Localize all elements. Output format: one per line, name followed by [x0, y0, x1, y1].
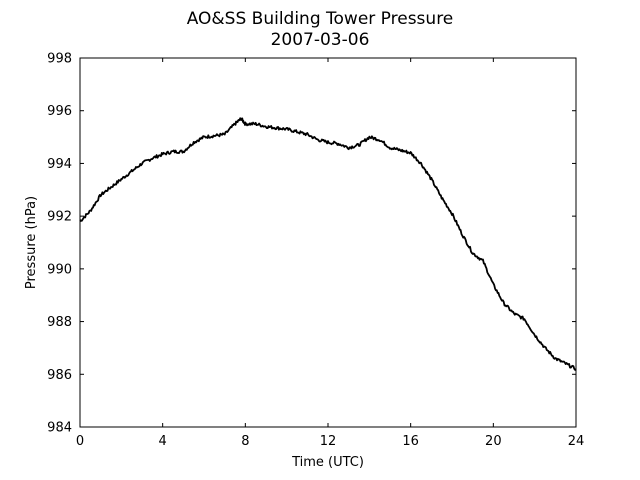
y-tick-label: 984	[47, 421, 72, 436]
x-tick-label: 12	[320, 434, 337, 449]
plot-area: 0 4 8 12 16 20 24 984 986 988 990 992 994 996 998	[47, 52, 584, 450]
x-tick-label: 16	[402, 434, 419, 449]
y-tick-label: 992	[47, 210, 72, 225]
chart-title: AO&SS Building Tower Pressure	[187, 9, 454, 29]
x-tick-label: 0	[76, 434, 84, 449]
x-tick-label: 20	[485, 434, 502, 449]
y-tick-label: 994	[47, 157, 72, 172]
y-axis-label: Pressure (hPa)	[24, 196, 39, 289]
chart-subtitle: 2007-03-06	[271, 30, 370, 50]
x-tick-label: 8	[241, 434, 249, 449]
y-tick-label: 986	[47, 368, 72, 383]
y-tick-label: 988	[47, 315, 72, 330]
plot-frame	[79, 57, 577, 428]
x-tick-label: 24	[568, 434, 585, 449]
y-tick-label: 998	[47, 52, 72, 67]
y-tick-label: 990	[47, 262, 72, 277]
y-tick-label: 996	[47, 104, 72, 119]
x-axis-label: Time (UTC)	[291, 455, 364, 470]
x-tick-label: 4	[159, 434, 167, 449]
pressure-series-line	[79, 117, 577, 371]
